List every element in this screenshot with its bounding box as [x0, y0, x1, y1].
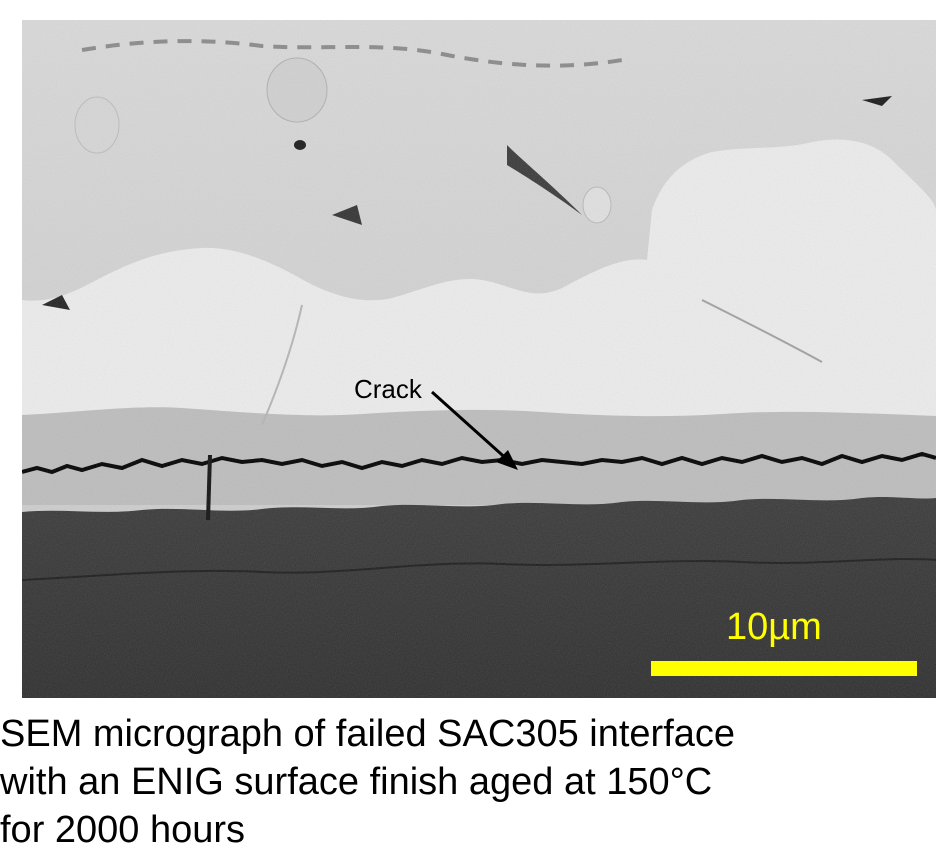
- figure-caption: SEM micrograph of failed SAC305 interfac…: [0, 710, 940, 848]
- crack-label: Crack: [354, 374, 422, 404]
- scale-bar: [651, 661, 917, 676]
- crack-arrow-head: [496, 450, 518, 470]
- noise-texture: [22, 20, 936, 698]
- caption-line-2: with an ENIG surface finish aged at 150°…: [0, 761, 713, 803]
- micrograph-image: [22, 20, 936, 698]
- sem-micrograph: Crack: [22, 20, 936, 698]
- scale-bar-label: 10µm: [726, 606, 822, 648]
- caption-line-3: for 2000 hours: [0, 809, 246, 848]
- caption-line-1: SEM micrograph of failed SAC305 interfac…: [0, 713, 736, 755]
- crack-arrow: [430, 390, 512, 464]
